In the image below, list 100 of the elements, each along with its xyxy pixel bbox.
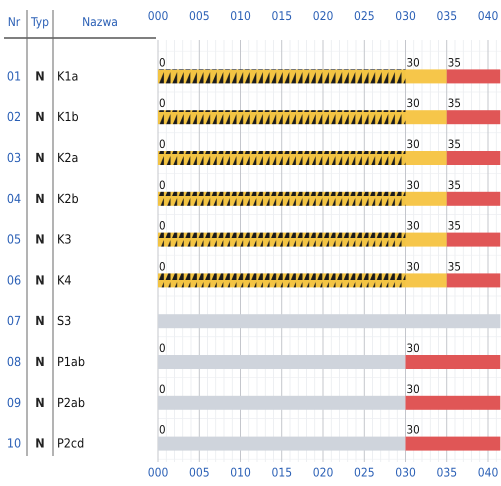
- text: N: [35, 68, 45, 84]
- annotation: 35: [448, 55, 461, 70]
- bar: [158, 151, 406, 165]
- x2-tick-label: 040: [478, 9, 498, 23]
- bar: [406, 110, 447, 124]
- bar: [406, 355, 500, 369]
- annotation: 35: [448, 178, 461, 192]
- bar: [406, 151, 447, 165]
- bar: [158, 355, 406, 369]
- bar: [406, 192, 447, 206]
- bar: [446, 232, 500, 247]
- annotation: 30: [406, 178, 420, 192]
- y-tick-label: K3: [57, 232, 72, 247]
- text: 08: [6, 354, 22, 369]
- annotation: 30: [406, 96, 420, 110]
- y-tick-label: K1a: [57, 68, 78, 84]
- bar: [158, 192, 406, 206]
- text: N: [35, 394, 45, 410]
- bar: [446, 273, 500, 288]
- x-tick-label: 000: [148, 466, 168, 480]
- y-tick-label: K2b: [57, 190, 79, 206]
- annotation: 0: [159, 382, 166, 396]
- annotation: 30: [406, 55, 420, 70]
- text: 07: [6, 313, 22, 328]
- y-tick-label: K2a: [57, 150, 78, 165]
- text: 05: [6, 232, 22, 247]
- text: N: [35, 354, 45, 369]
- text: 06: [6, 272, 22, 288]
- bar: [406, 273, 447, 288]
- annotation: 35: [448, 218, 461, 233]
- annotation: 0: [159, 218, 166, 233]
- annotation: 35: [448, 259, 461, 274]
- annotation: 35: [448, 96, 461, 110]
- bar: [158, 110, 406, 124]
- annotation: 35: [448, 137, 461, 151]
- text: Nr: [8, 15, 21, 29]
- annotation: 0: [159, 137, 166, 151]
- annotation: 0: [159, 96, 166, 110]
- bar: [446, 192, 500, 206]
- bar: [406, 232, 447, 247]
- text: 03: [6, 150, 22, 165]
- annotation: 30: [406, 259, 420, 274]
- x-tick-label: 030: [395, 466, 416, 480]
- x-tick-label: 015: [271, 466, 292, 480]
- y-tick-label: P2cd: [57, 436, 84, 451]
- text: 09: [6, 394, 22, 410]
- bar: [406, 436, 500, 451]
- text: N: [35, 232, 45, 247]
- annotation: 30: [406, 341, 420, 355]
- x2-tick-label: 000: [148, 9, 168, 23]
- text: N: [35, 190, 45, 206]
- bar: [446, 69, 500, 84]
- annotation: 30: [406, 422, 420, 437]
- text: 10: [6, 436, 22, 451]
- x-tick-label: 035: [436, 466, 458, 480]
- bar: [446, 110, 500, 124]
- text: 01: [6, 68, 22, 84]
- x2-tick-label: 015: [271, 9, 292, 23]
- x-tick-label: 040: [478, 466, 498, 480]
- y-tick-label: K4: [57, 272, 72, 288]
- text: N: [35, 436, 45, 451]
- annotation: 30: [406, 137, 420, 151]
- annotation: 30: [406, 218, 420, 233]
- annotation: 0: [159, 178, 166, 192]
- bar: [158, 396, 406, 410]
- y-tick-label: S3: [57, 313, 72, 328]
- bar: [158, 436, 406, 451]
- annotation: 0: [159, 259, 166, 274]
- bar: [158, 69, 406, 84]
- text: Nazwa: [82, 15, 118, 29]
- bar: [406, 69, 447, 84]
- bar: [158, 232, 406, 247]
- text: N: [35, 313, 45, 328]
- annotation: 0: [159, 422, 166, 437]
- annotation: 0: [159, 55, 166, 70]
- x2-tick-label: 005: [188, 9, 210, 23]
- x2-tick-label: 020: [312, 9, 334, 23]
- bar: [446, 151, 500, 165]
- bar: [158, 273, 406, 288]
- x-tick-label: 005: [188, 466, 210, 480]
- x-tick-label: 010: [230, 466, 251, 480]
- bar: [158, 314, 500, 328]
- x2-tick-label: 035: [436, 9, 458, 23]
- text: N: [35, 109, 45, 124]
- text: 02: [6, 109, 22, 124]
- x-tick-label: 025: [354, 466, 375, 480]
- y-tick-label: P1ab: [57, 354, 85, 369]
- text: 04: [6, 190, 22, 206]
- text: N: [35, 272, 45, 288]
- x2-tick-label: 025: [354, 9, 375, 23]
- annotation: 30: [406, 382, 420, 396]
- x-tick-label: 020: [312, 466, 334, 480]
- y-tick-label: K1b: [57, 109, 79, 124]
- x2-tick-label: 010: [230, 9, 251, 23]
- x2-tick-label: 030: [395, 9, 416, 23]
- y-tick-label: P2ab: [57, 394, 85, 410]
- annotation: 0: [159, 341, 166, 355]
- text: Typ: [30, 15, 50, 29]
- bar: [406, 396, 500, 410]
- text: N: [35, 150, 45, 165]
